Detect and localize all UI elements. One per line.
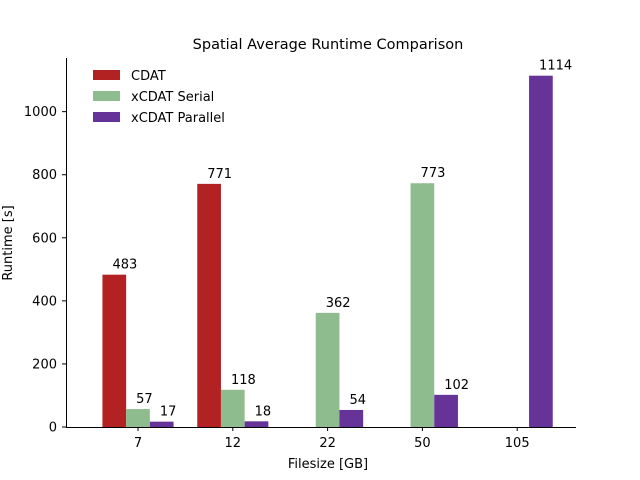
bar — [220, 389, 245, 427]
y-tick-label: 200 — [32, 357, 57, 372]
data-label: 54 — [349, 393, 366, 408]
bar — [410, 183, 435, 427]
x-tick-label: 105 — [505, 436, 530, 451]
bar — [126, 409, 150, 427]
bar — [149, 421, 174, 427]
legend-label: xCDAT Parallel — [131, 111, 225, 126]
data-label: 17 — [160, 405, 177, 420]
legend-swatch — [93, 91, 120, 101]
bar — [244, 421, 269, 427]
data-labels-group: 483 57 17 771 118 18 362 54 773 102 1114 — [112, 59, 572, 420]
y-tick-label: 0 — [49, 421, 57, 436]
data-label: 773 — [421, 166, 446, 181]
x-axis-label: Filesize [GB] — [288, 457, 368, 472]
bar — [102, 274, 127, 427]
y-axis-label: Runtime [s] — [1, 205, 16, 280]
data-label: 18 — [255, 404, 272, 419]
y-tick-label: 1000 — [24, 105, 57, 120]
bar — [197, 183, 221, 427]
data-label: 362 — [326, 296, 351, 311]
y-tick-label: 400 — [32, 294, 57, 309]
data-label: 1114 — [539, 59, 572, 74]
legend-swatch — [93, 112, 120, 122]
bar — [434, 394, 458, 427]
legend-label: xCDAT Serial — [131, 90, 214, 105]
bars-group — [102, 75, 553, 427]
data-label: 57 — [136, 392, 153, 407]
bar — [339, 409, 364, 427]
data-label: 771 — [207, 167, 232, 182]
data-label: 483 — [112, 258, 137, 273]
chart-title: Spatial Average Runtime Comparison — [193, 37, 464, 53]
legend-label: CDAT — [131, 69, 166, 84]
y-tick-label: 800 — [32, 168, 57, 183]
data-label: 102 — [444, 378, 469, 393]
y-ticks-group: 0 200 400 600 800 1000 — [24, 105, 66, 436]
legend-swatch — [93, 70, 120, 80]
bar — [529, 75, 553, 427]
y-tick-label: 600 — [32, 231, 57, 246]
bar — [315, 312, 340, 427]
x-ticks-group: 7 12 22 50 105 — [134, 427, 530, 451]
legend: CDAT xCDAT Serial xCDAT Parallel — [93, 69, 225, 126]
x-tick-label: 7 — [134, 436, 142, 451]
x-tick-label: 12 — [225, 436, 242, 451]
data-label: 118 — [231, 373, 256, 388]
x-tick-label: 22 — [319, 436, 336, 451]
x-tick-label: 50 — [414, 436, 431, 451]
